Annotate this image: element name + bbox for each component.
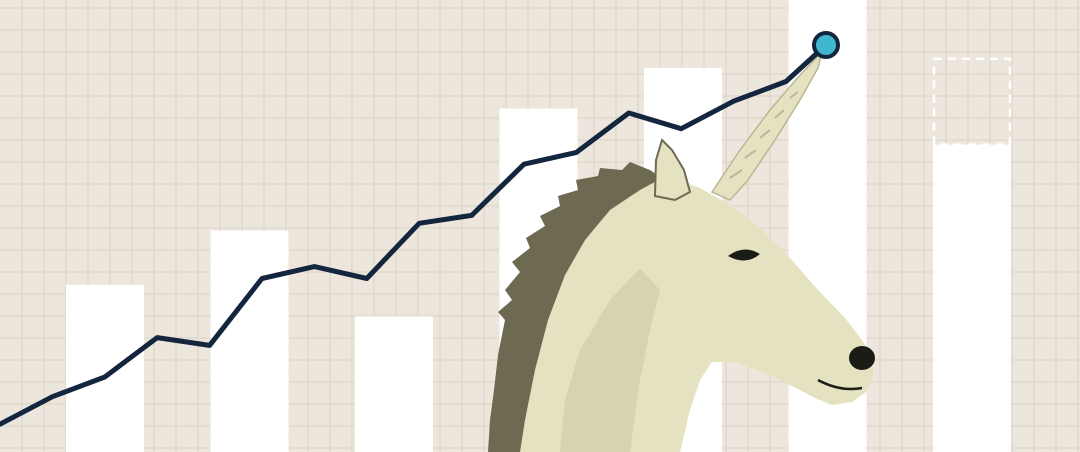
unicorn-nostril bbox=[849, 346, 875, 370]
trend-line bbox=[0, 42, 829, 427]
unicorn-illustration bbox=[488, 49, 875, 452]
unicorn-mane bbox=[488, 162, 662, 452]
unicorn-horn bbox=[710, 49, 824, 201]
unicorn-shadow bbox=[560, 268, 660, 452]
bar bbox=[933, 144, 1011, 452]
bar bbox=[355, 316, 433, 452]
unicorn-neck bbox=[490, 178, 874, 452]
endpoint-dot-icon bbox=[812, 31, 840, 59]
unicorn-ear bbox=[653, 138, 692, 202]
bar bbox=[210, 230, 289, 452]
unicorn-eye bbox=[728, 249, 760, 261]
bar bbox=[66, 284, 144, 452]
unicorn-mouth bbox=[817, 378, 863, 391]
unicorn-horn-ridges bbox=[729, 91, 799, 179]
projected-bar bbox=[932, 57, 1012, 146]
